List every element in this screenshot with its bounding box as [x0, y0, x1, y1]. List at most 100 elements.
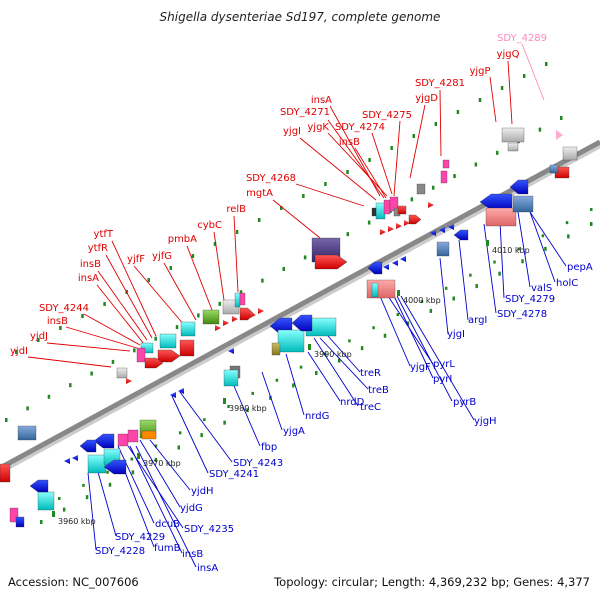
leader-line — [139, 439, 181, 508]
reverse-gene-arrow — [367, 261, 383, 275]
leader-lines — [27, 43, 567, 568]
leader-line — [327, 119, 385, 199]
gene-box — [371, 207, 377, 217]
map-title: Shigella dysenteriae Sd197, complete gen… — [159, 10, 441, 24]
gene-label: yjgD — [415, 93, 438, 104]
track-dot — [177, 445, 180, 450]
track-dot — [434, 122, 438, 126]
gene-label: SDY_4274 — [335, 122, 385, 133]
gene-label: SDY_4241 — [209, 469, 259, 480]
gene-label: SDY_4289 — [497, 33, 547, 44]
gene-box — [416, 183, 426, 195]
leader-line — [171, 395, 209, 474]
track-dot — [275, 378, 279, 382]
track-dot — [372, 326, 375, 330]
leader-line — [105, 254, 153, 339]
gene-label: SDY_4243 — [233, 458, 283, 469]
leader-line — [96, 284, 145, 345]
leader-line — [27, 356, 112, 368]
track-dot — [390, 146, 393, 150]
track-dot — [85, 495, 89, 500]
forward-small-arrow — [258, 308, 264, 314]
leader-line — [400, 295, 475, 421]
forward-small-arrow — [215, 325, 221, 331]
scale-label: 3980 kbp — [229, 404, 267, 413]
track-dot — [90, 371, 93, 376]
gene-box — [501, 127, 525, 143]
gene-label: treB — [368, 385, 389, 396]
track-dot — [58, 497, 61, 500]
scale-label: 3990 kbp — [314, 350, 352, 359]
gene-label: yjgQ — [497, 49, 520, 60]
track-dot — [302, 194, 305, 198]
reverse-small-arrow — [383, 264, 389, 270]
gene-box — [0, 463, 11, 483]
leader-line — [121, 463, 155, 548]
track-dot — [133, 348, 136, 353]
gene-label: insB — [339, 137, 360, 148]
track-dots — [5, 62, 593, 524]
track-dot — [521, 259, 524, 264]
gene-box — [371, 282, 379, 298]
gene-label: yjgF — [410, 362, 431, 373]
scale-label: 3960 kbp — [58, 517, 96, 526]
gene-label: yjgP — [469, 66, 490, 77]
track-dot — [456, 110, 460, 114]
leader-line — [529, 211, 567, 267]
leader-line — [319, 337, 369, 390]
gene-box — [116, 367, 128, 379]
gene-label: cybC — [197, 220, 222, 231]
gene-label: yjfF — [127, 254, 145, 265]
leader-line — [439, 257, 449, 335]
track-dot — [360, 346, 364, 351]
gene-label: nrdD — [340, 397, 365, 408]
gene-label: SDY_4235 — [184, 524, 234, 535]
track-dot — [40, 520, 43, 524]
track-dot — [324, 352, 327, 356]
leader-line — [285, 353, 305, 416]
leader-line — [97, 471, 117, 537]
gene-label: pepA — [567, 262, 593, 273]
gene-label: insB — [47, 316, 68, 327]
track-dot — [444, 286, 448, 290]
gene-label: fumB — [154, 543, 181, 554]
track-dot — [500, 86, 504, 90]
track-dot — [299, 365, 303, 369]
gene-label: holC — [556, 278, 578, 289]
track-dot — [590, 222, 593, 226]
leader-line — [393, 120, 401, 197]
reverse-small-arrow — [228, 348, 234, 354]
track-dot — [82, 483, 85, 487]
scale-tick — [223, 398, 226, 404]
gene-label: insB — [80, 259, 101, 270]
gene-label: SDY_4278 — [497, 309, 547, 320]
gene-label: yjdH — [191, 486, 214, 497]
track-dot — [235, 230, 239, 234]
track-dot — [111, 359, 115, 364]
leader-line — [379, 295, 411, 367]
track-dot — [567, 234, 570, 239]
track-dot — [495, 150, 499, 155]
leader-line — [213, 231, 225, 301]
gene-label: yjgA — [283, 426, 305, 437]
track-dot — [346, 232, 350, 237]
gene-box — [375, 202, 386, 220]
gene-label: pyrI — [433, 374, 452, 385]
scale-tick — [52, 511, 55, 517]
track-dot — [346, 170, 349, 174]
scale-label: 4010 kbp — [492, 246, 530, 255]
gene-box — [223, 369, 239, 387]
track-dot — [522, 74, 526, 78]
leader-line — [313, 337, 359, 407]
forward-small-arrow — [396, 223, 402, 229]
track-dot — [251, 391, 254, 395]
track-dot — [59, 326, 62, 330]
track-dot — [475, 284, 478, 289]
track-dot — [178, 431, 182, 435]
gene-box — [271, 342, 281, 356]
track-dot — [337, 358, 341, 363]
track-dot — [453, 174, 456, 179]
leader-line — [327, 132, 388, 197]
gene-label: argI — [468, 315, 487, 326]
